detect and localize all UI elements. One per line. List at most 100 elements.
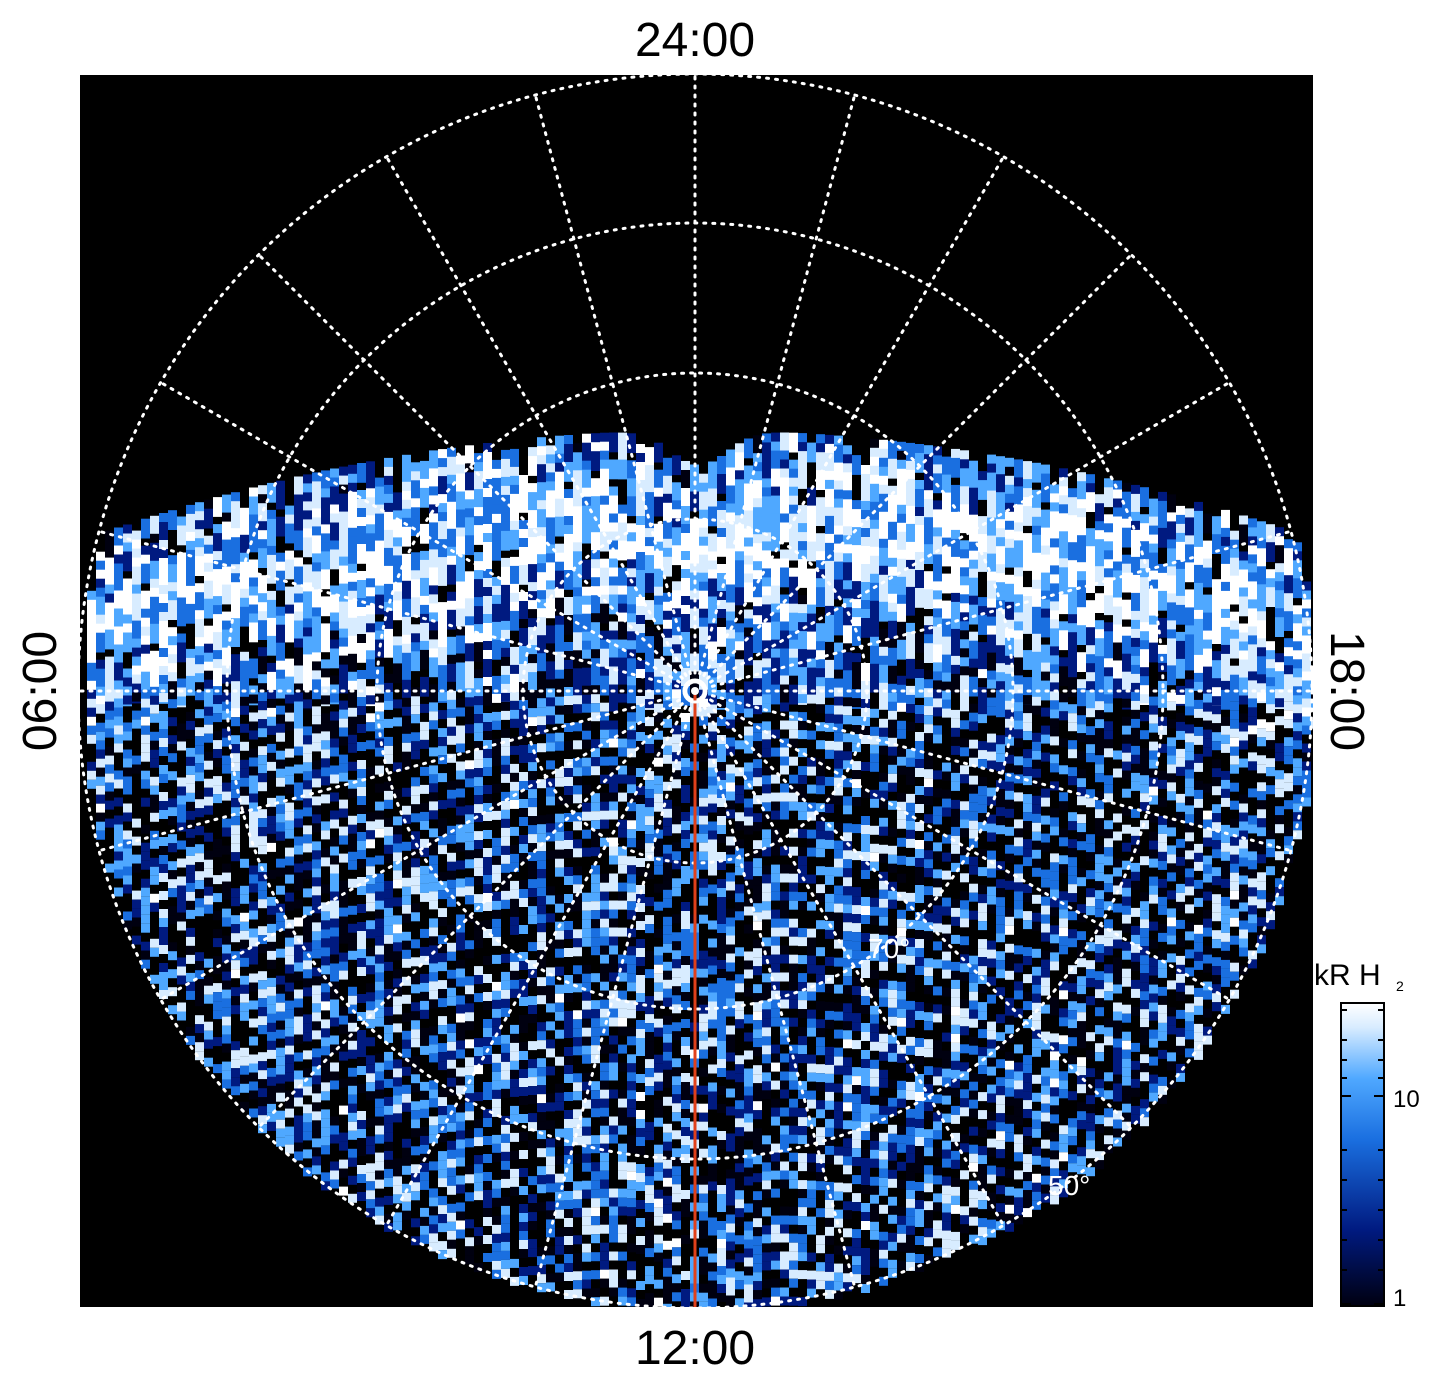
emission-pixel — [636, 1146, 645, 1155]
emission-pixel — [510, 1132, 519, 1142]
emission-pixel — [321, 911, 330, 921]
emission-pixel — [474, 804, 483, 814]
emission-pixel — [762, 1081, 771, 1091]
emission-pixel — [555, 1002, 564, 1012]
emission-pixel — [726, 1259, 735, 1269]
emission-pixel — [537, 1202, 546, 1212]
emission-pixel — [708, 1262, 717, 1272]
emission-pixel — [177, 1011, 186, 1021]
emission-pixel — [483, 875, 492, 884]
emission-pixel — [528, 1221, 537, 1231]
emission-pixel — [564, 876, 573, 885]
emission-pixel — [735, 1118, 744, 1128]
emission-pixel — [168, 1005, 177, 1015]
emission-pixel — [384, 583, 393, 604]
emission-pixel — [231, 663, 240, 683]
emission-pixel — [546, 1156, 555, 1166]
emission-pixel — [771, 1116, 780, 1126]
emission-pixel — [591, 766, 600, 776]
emission-pixel — [456, 743, 465, 753]
emission-pixel — [510, 610, 519, 631]
emission-pixel — [717, 771, 726, 780]
emission-pixel — [636, 885, 645, 894]
emission-pixel — [663, 817, 672, 827]
emission-pixel — [285, 1144, 294, 1154]
emission-pixel — [150, 947, 159, 957]
emission-pixel — [114, 707, 123, 717]
emission-pixel — [663, 1267, 672, 1277]
emission-pixel — [258, 755, 267, 765]
emission-pixel — [456, 878, 465, 888]
emission-pixel — [672, 743, 681, 753]
emission-pixel — [438, 917, 447, 927]
emission-pixel — [384, 790, 393, 800]
emission-pixel — [681, 965, 690, 974]
emission-pixel — [312, 904, 321, 914]
emission-pixel — [231, 789, 240, 799]
emission-pixel — [303, 1032, 312, 1042]
emission-pixel — [114, 725, 123, 735]
emission-pixel — [285, 694, 294, 704]
emission-pixel — [402, 886, 411, 896]
emission-pixel — [330, 522, 339, 543]
emission-pixel — [105, 800, 114, 810]
emission-pixel — [681, 1199, 690, 1208]
emission-pixel — [645, 573, 654, 593]
emission-pixel — [384, 916, 393, 926]
emission-pixel — [447, 456, 456, 477]
emission-pixel — [510, 925, 519, 935]
emission-pixel — [798, 667, 807, 687]
emission-pixel — [726, 1241, 735, 1251]
emission-pixel — [699, 671, 708, 692]
emission-pixel — [780, 702, 789, 712]
emission-pixel — [465, 823, 474, 833]
emission-pixel — [789, 612, 798, 633]
emission-pixel — [483, 1154, 492, 1163]
emission-pixel — [591, 451, 600, 471]
emission-pixel — [645, 1185, 654, 1195]
emission-pixel — [654, 901, 663, 911]
emission-pixel — [798, 1225, 807, 1235]
emission-pixel — [411, 750, 420, 760]
emission-pixel — [375, 666, 384, 687]
emission-pixel — [321, 1145, 330, 1155]
emission-pixel — [213, 956, 222, 966]
emission-pixel — [420, 1009, 429, 1019]
emission-pixel — [87, 644, 96, 665]
emission-pixel — [663, 1168, 672, 1178]
emission-pixel — [213, 965, 222, 975]
emission-pixel — [555, 1263, 564, 1273]
emission-pixel — [654, 973, 663, 983]
emission-pixel — [546, 1003, 555, 1013]
emission-pixel — [627, 1000, 636, 1010]
emission-pixel — [204, 1057, 213, 1067]
emission-pixel — [681, 1145, 690, 1154]
emission-pixel — [159, 873, 168, 882]
emission-pixel — [780, 864, 789, 874]
emission-pixel — [348, 995, 357, 1005]
emission-pixel — [231, 1077, 240, 1087]
emission-pixel — [780, 900, 789, 910]
emission-pixel — [267, 950, 276, 960]
emission-pixel — [186, 1026, 195, 1036]
emission-pixel — [276, 1074, 285, 1084]
emission-pixel — [510, 1105, 519, 1115]
emission-pixel — [672, 824, 681, 834]
emission-pixel — [789, 1098, 798, 1108]
emission-pixel — [267, 1022, 276, 1032]
emission-pixel — [123, 884, 132, 894]
emission-pixel — [276, 768, 285, 778]
emission-pixel — [411, 831, 420, 841]
emission-pixel — [510, 844, 519, 854]
emission-pixel — [375, 1170, 384, 1180]
emission-pixel — [501, 1007, 510, 1017]
emission-pixel — [780, 1206, 789, 1216]
emission-pixel — [582, 1207, 591, 1217]
emission-pixel — [681, 1091, 690, 1100]
emission-pixel — [726, 926, 735, 936]
emission-pixel — [141, 941, 150, 951]
emission-pixel — [699, 1013, 708, 1023]
emission-pixel — [105, 791, 114, 801]
emission-pixel — [798, 505, 807, 525]
emission-pixel — [240, 696, 249, 706]
